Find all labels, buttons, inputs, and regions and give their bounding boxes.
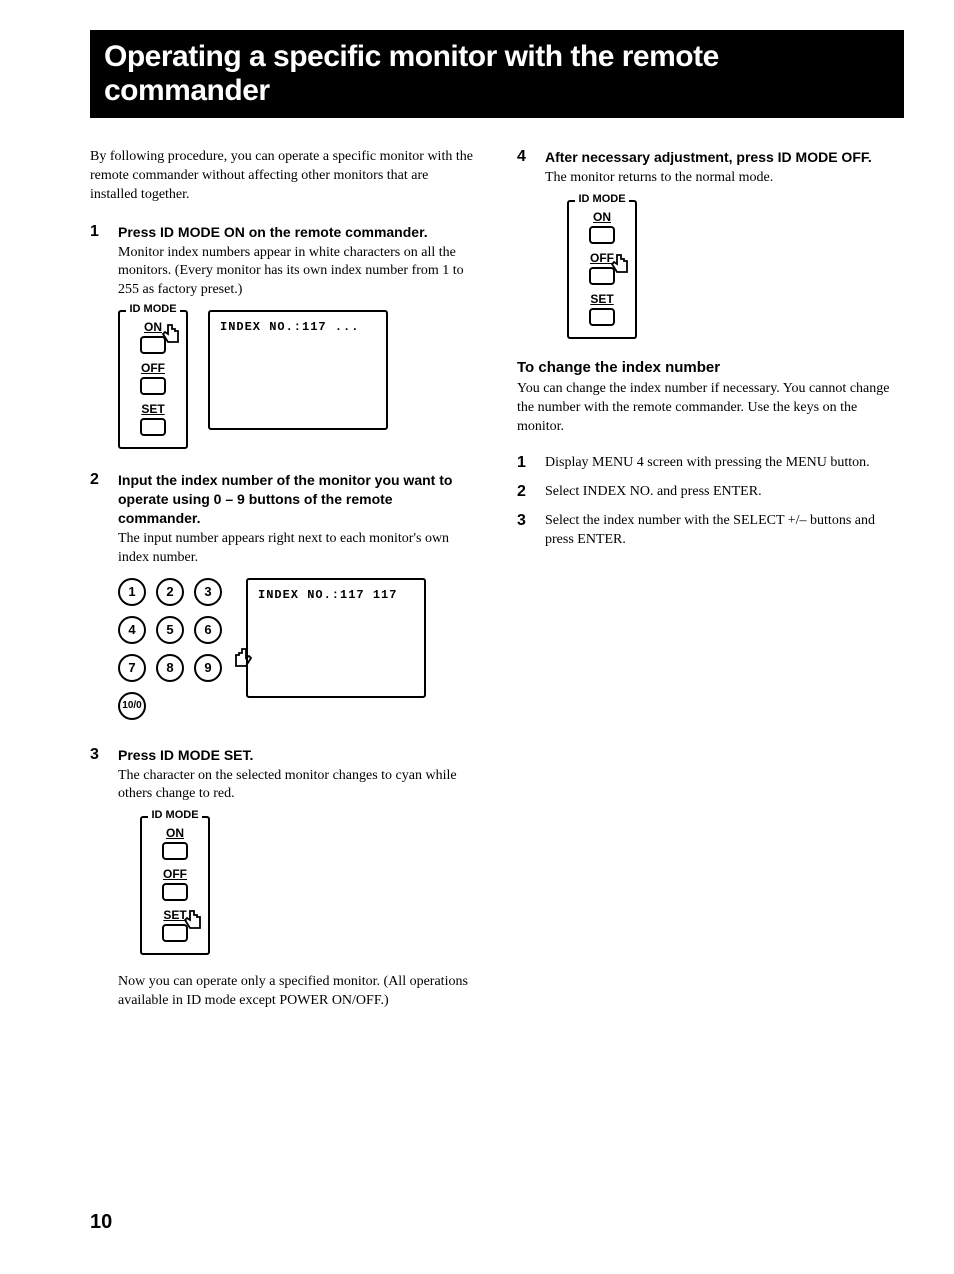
figure-step4: ID MODE ON OFF SET <box>567 200 904 339</box>
keypad-key: 9 <box>194 654 222 682</box>
step-text: The input number appears right next to e… <box>118 530 477 568</box>
step-heading: Input the index number of the monitor yo… <box>118 471 477 528</box>
figure-step2: 1 2 3 4 5 6 7 8 9 10/0 INDEX NO.:117 117 <box>118 578 477 724</box>
screen-text: INDEX NO.:117 ... <box>220 320 359 334</box>
keypad-key: 8 <box>156 654 184 682</box>
keypad-key: 5 <box>156 616 184 644</box>
step-number: 3 <box>517 512 535 550</box>
idmode-off-label: OFF <box>128 361 178 375</box>
idmode-on-label: ON <box>577 210 627 224</box>
step-number: 2 <box>517 483 535 502</box>
step-text: The monitor returns to the normal mode. <box>545 169 904 188</box>
step-text: Display MENU 4 screen with pressing the … <box>545 454 904 473</box>
step-3: 3 Press ID MODE SET. The character on th… <box>90 746 477 805</box>
idmode-title: ID MODE <box>575 193 629 205</box>
content-columns: By following procedure, you can operate … <box>90 148 904 1234</box>
step-text: Select INDEX NO. and press ENTER. <box>545 483 904 502</box>
idmode-off-label: OFF <box>150 867 200 881</box>
step-heading: After necessary adjustment, press ID MOD… <box>545 148 904 167</box>
idmode-set-label: SET <box>577 292 627 306</box>
intro-text: By following procedure, you can operate … <box>90 148 477 205</box>
step-number: 1 <box>90 223 108 301</box>
step-text: Monitor index numbers appear in white ch… <box>118 244 477 301</box>
figure-step3: ID MODE ON OFF SET <box>140 816 477 955</box>
idmode-on-label: ON <box>150 826 200 840</box>
pointing-hand-icon <box>182 908 206 932</box>
keypad-key: 3 <box>194 578 222 606</box>
page-title: Operating a specific monitor with the re… <box>104 40 890 108</box>
step-number: 3 <box>90 746 108 805</box>
idmode-set-button <box>589 308 615 326</box>
pointing-hand-icon <box>160 322 184 346</box>
pointing-hand-icon <box>230 646 254 670</box>
idmode-on-button <box>162 842 188 860</box>
idmode-off-button <box>140 377 166 395</box>
figure-step1: ID MODE ON OFF SET <box>118 310 477 449</box>
step-4: 4 After necessary adjustment, press ID M… <box>517 148 904 188</box>
step3-tail-text: Now you can operate only a specified mon… <box>118 973 477 1011</box>
page-title-bar: Operating a specific monitor with the re… <box>90 30 904 118</box>
monitor-screen-2: INDEX NO.:117 117 <box>246 578 426 698</box>
keypad-key: 4 <box>118 616 146 644</box>
keypad-key: 10/0 <box>118 692 146 720</box>
keypad-key: 7 <box>118 654 146 682</box>
left-column: By following procedure, you can operate … <box>90 148 477 1234</box>
idmode-on-button <box>589 226 615 244</box>
change-heading: To change the index number <box>517 359 904 376</box>
step-number: 4 <box>517 148 535 188</box>
idmode-set-button <box>140 418 166 436</box>
keypad-diagram: 1 2 3 4 5 6 7 8 9 10/0 <box>118 578 226 724</box>
idmode-title: ID MODE <box>126 303 180 315</box>
screen-text: INDEX NO.:117 117 <box>258 588 397 602</box>
step-heading: Press ID MODE SET. <box>118 746 477 765</box>
step-2: 2 Input the index number of the monitor … <box>90 471 477 567</box>
keypad-key: 6 <box>194 616 222 644</box>
idmode-diagram: ID MODE ON OFF SET <box>140 816 210 955</box>
step-heading: Press ID MODE ON on the remote commander… <box>118 223 477 242</box>
step-text: The character on the selected monitor ch… <box>118 767 477 805</box>
step-number: 2 <box>90 471 108 567</box>
pointing-hand-icon <box>609 252 633 276</box>
step-1: 1 Press ID MODE ON on the remote command… <box>90 223 477 301</box>
step-number: 1 <box>517 454 535 473</box>
change-step-2: 2 Select INDEX NO. and press ENTER. <box>517 483 904 502</box>
change-step-3: 3 Select the index number with the SELEC… <box>517 512 904 550</box>
right-column: 4 After necessary adjustment, press ID M… <box>517 148 904 1234</box>
idmode-set-label: SET <box>128 402 178 416</box>
monitor-screen-1: INDEX NO.:117 ... <box>208 310 388 430</box>
page-number: 10 <box>90 1211 477 1234</box>
idmode-title: ID MODE <box>148 809 202 821</box>
step-text: Select the index number with the SELECT … <box>545 512 904 550</box>
keypad-key: 2 <box>156 578 184 606</box>
change-intro: You can change the index number if neces… <box>517 380 904 437</box>
change-step-1: 1 Display MENU 4 screen with pressing th… <box>517 454 904 473</box>
idmode-off-button <box>162 883 188 901</box>
keypad-key: 1 <box>118 578 146 606</box>
